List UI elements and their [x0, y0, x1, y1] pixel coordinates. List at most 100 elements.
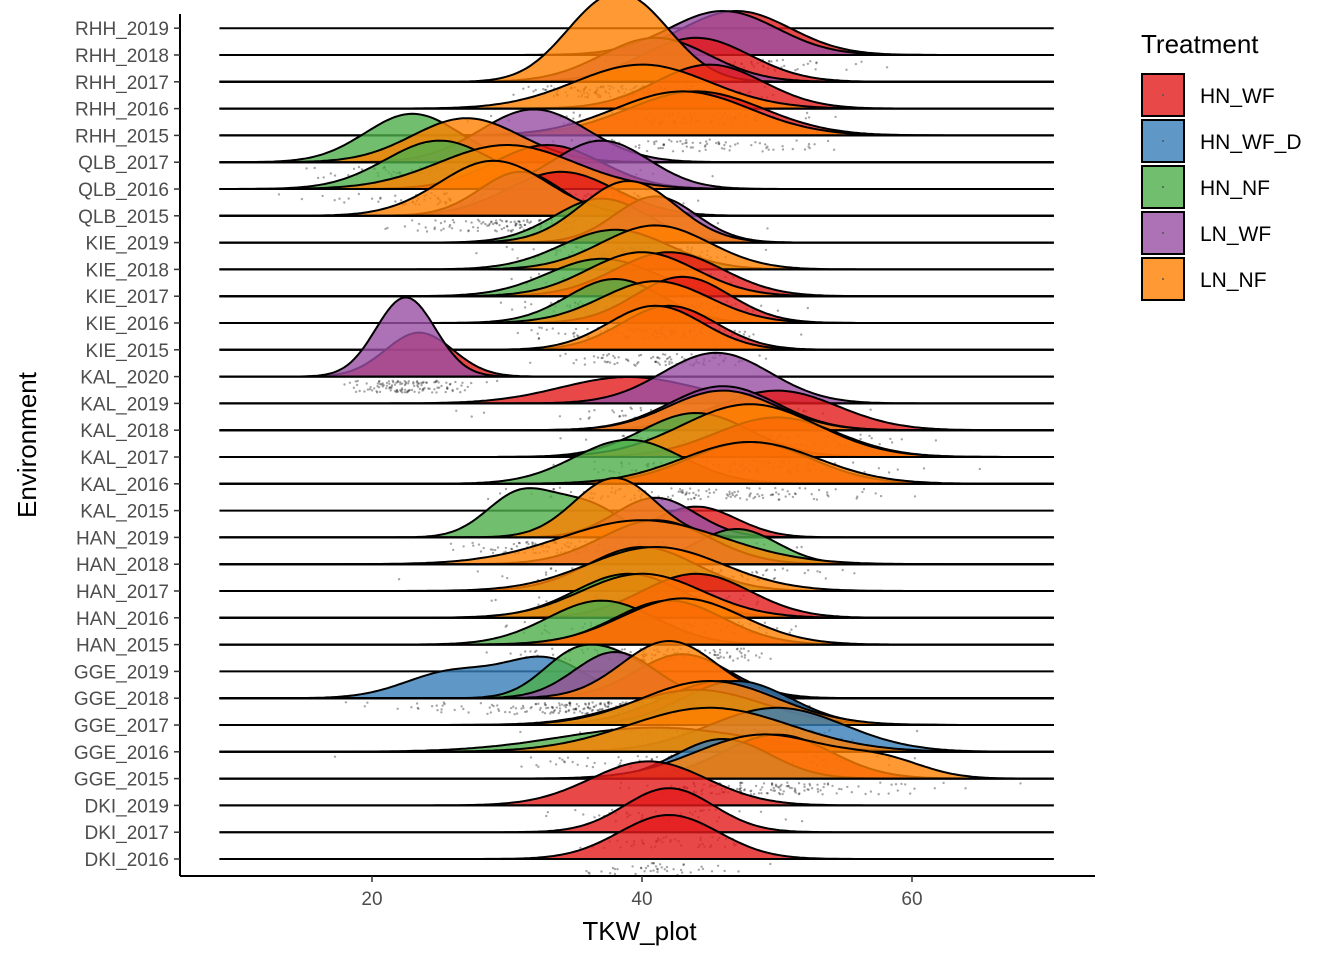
data-point [550, 567, 553, 570]
ridge-row-KIE_2015 [219, 304, 1054, 351]
data-point [593, 761, 596, 765]
y-tick-label: GGE_2017 [74, 716, 169, 737]
data-point [576, 763, 579, 766]
data-point [747, 659, 750, 662]
data-point [826, 493, 829, 497]
data-point [550, 301, 553, 305]
data-point [578, 115, 581, 118]
data-point [390, 384, 394, 387]
data-point [544, 703, 547, 707]
data-point [874, 492, 877, 495]
legend-label-HN_WF: HN_WF [1200, 85, 1275, 108]
data-point [363, 705, 366, 708]
data-point [621, 648, 624, 651]
data-point [728, 490, 731, 493]
data-point [742, 647, 746, 650]
data-point [546, 706, 550, 709]
data-point [513, 713, 516, 716]
data-point [545, 706, 548, 710]
data-point [754, 141, 757, 144]
data-point [433, 388, 436, 391]
data-point [493, 229, 497, 232]
data-point [338, 197, 341, 200]
data-point [434, 219, 437, 222]
data-point [645, 149, 649, 153]
data-point [305, 167, 308, 170]
data-point [738, 330, 741, 334]
data-point [448, 223, 452, 227]
data-point [750, 789, 753, 792]
data-point [446, 387, 449, 390]
data-point [791, 495, 795, 499]
data-point [546, 85, 549, 88]
data-point [717, 142, 721, 146]
data-point [578, 113, 582, 117]
data-point [794, 625, 798, 628]
data-point [748, 335, 751, 338]
data-point [559, 437, 562, 440]
data-point [666, 495, 670, 499]
data-point [823, 782, 826, 786]
data-point [500, 227, 503, 231]
data-point [671, 150, 675, 153]
data-point [381, 385, 384, 388]
data-point [890, 441, 894, 444]
data-point [607, 702, 610, 706]
data-point [322, 176, 325, 179]
data-point [553, 709, 556, 712]
data-point [607, 701, 610, 705]
data-point [656, 356, 660, 359]
data-point [577, 705, 580, 708]
data-point [853, 572, 856, 575]
data-point [716, 653, 720, 657]
data-point [489, 548, 493, 551]
y-tick-label: KIE_2017 [86, 287, 169, 308]
data-point [399, 390, 403, 393]
data-point [776, 785, 779, 788]
data-point [497, 709, 501, 713]
data-point [471, 541, 474, 545]
data-point [813, 143, 816, 146]
data-point [583, 707, 586, 710]
data-point [510, 706, 513, 710]
data-point [913, 495, 917, 498]
data-point [490, 220, 493, 223]
data-point [582, 708, 585, 711]
data-point [445, 381, 448, 384]
data-point [490, 703, 494, 707]
data-point [549, 712, 552, 715]
legend-point-key [1162, 232, 1164, 234]
data-point [460, 384, 463, 387]
data-point [370, 389, 374, 392]
data-point [739, 647, 743, 650]
data-point [321, 194, 324, 198]
data-point [531, 542, 534, 545]
data-point [599, 703, 603, 706]
data-point [760, 304, 763, 307]
data-point [491, 551, 495, 555]
data-point [413, 384, 416, 388]
y-tick-label: DKI_2017 [84, 823, 169, 844]
y-tick-label: QLB_2015 [78, 207, 169, 228]
data-point [555, 706, 558, 709]
data-point [523, 306, 527, 309]
data-point [461, 381, 464, 384]
data-point [759, 810, 763, 813]
y-tick-label: GGE_2019 [74, 662, 169, 683]
data-point [365, 382, 368, 385]
data-point [379, 197, 382, 200]
data-point [807, 788, 810, 791]
data-point [859, 433, 862, 436]
data-point [772, 148, 775, 151]
data-point [1019, 782, 1022, 785]
data-point [437, 381, 440, 384]
data-point [385, 381, 389, 385]
data-point [722, 656, 725, 659]
data-point [758, 142, 762, 145]
data-point [462, 707, 465, 711]
data-point [568, 704, 572, 707]
data-point [650, 862, 654, 865]
data-point [460, 705, 463, 708]
data-point [690, 353, 693, 356]
